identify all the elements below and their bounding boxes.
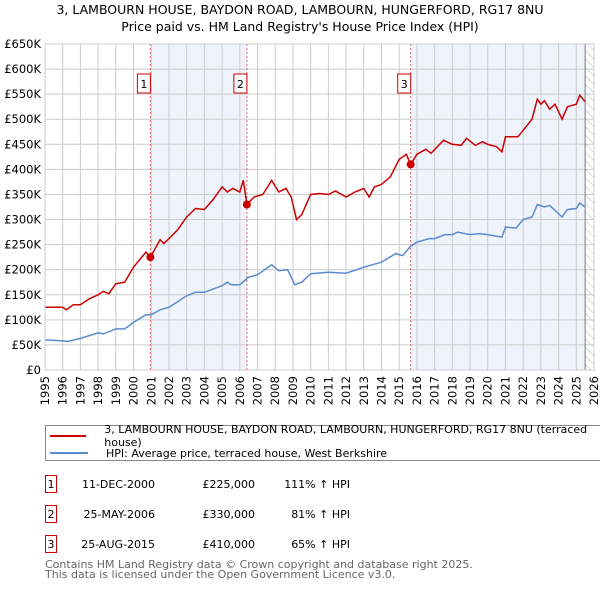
forecast-hatch: [585, 44, 594, 370]
transaction-price: £410,000: [202, 538, 256, 551]
price-chart: 1995 1996 1997 1998 1999 2000 2001 2002 2003 2004…: [4, 37, 600, 405]
y-tick-label: £100K: [4, 313, 41, 327]
shaded-period: [410, 44, 586, 370]
sale-label-box: [397, 73, 412, 94]
x-tick-label: 1997: [73, 376, 87, 405]
x-tick-label: 2000: [127, 376, 141, 405]
y-tick-label: £350K: [4, 187, 41, 201]
hpi-line: [44, 201, 586, 343]
transaction-hpi-diff: 81% ↑ HPI: [291, 508, 350, 521]
transaction-row: 3 25-AUG-2015 £410,000 65% ↑ HPI: [45, 535, 445, 555]
x-tick-label: 2021: [498, 376, 512, 405]
x-tick-label: 2026: [587, 376, 600, 405]
x-tick-label: 2018: [445, 376, 459, 405]
y-tick-label: £400K: [4, 162, 41, 176]
shaded-period: [150, 44, 247, 370]
transaction-hpi-diff: 65% ↑ HPI: [291, 538, 350, 551]
x-tick-label: 2023: [534, 376, 548, 405]
x-tick-label: 2016: [410, 376, 424, 405]
x-tick-label: 2024: [552, 376, 566, 405]
x-tick-label: 2022: [516, 376, 530, 405]
legend-item-hpi: HPI: Average price, terraced house, West…: [46, 445, 387, 461]
x-tick-label: 2012: [339, 376, 353, 405]
transaction-date: 25-MAY-2006: [83, 508, 155, 521]
x-tick-label: 2005: [215, 376, 229, 405]
sale-point: [146, 253, 155, 262]
y-tick-label: £550K: [4, 87, 41, 101]
y-tick-label: £150K: [4, 288, 41, 302]
transaction-number-badge: 1: [45, 475, 57, 493]
legend-swatch-hpi: [50, 452, 88, 454]
transaction-date: 11-DEC-2000: [81, 478, 155, 491]
x-tick-label: 2001: [144, 376, 158, 405]
transaction-number-badge: 3: [45, 535, 57, 553]
x-tick-label: 2004: [197, 376, 211, 405]
sale-label: 1: [140, 78, 147, 91]
sale-label-box: [136, 73, 151, 94]
x-tick-label: 2002: [162, 376, 176, 405]
transaction-number-badge: 2: [45, 505, 57, 523]
transaction-date: 25-AUG-2015: [81, 538, 155, 551]
footer-licence: This data is licensed under the Open Gov…: [45, 568, 396, 581]
y-tick-label: £500K: [4, 112, 41, 126]
x-tick-label: 2009: [286, 376, 300, 405]
x-tick-label: 2014: [374, 376, 388, 405]
legend-label-hpi: HPI: Average price, terraced house, West…: [106, 446, 388, 460]
y-tick-label: £600K: [4, 62, 41, 76]
footer-copyright: Contains HM Land Registry data © Crown c…: [45, 558, 473, 571]
sale-point: [242, 200, 251, 209]
x-tick-label: 2019: [463, 376, 477, 405]
legend: 3, LAMBOURN HOUSE, BAYDON ROAD, LAMBOURN…: [45, 423, 600, 461]
sale-label: 2: [237, 78, 244, 91]
sale-label-box: [233, 73, 248, 94]
y-tick-label: £300K: [4, 213, 41, 227]
x-tick-label: 2020: [481, 376, 495, 405]
chart-subtitle: Price paid vs. HM Land Registry's House …: [121, 19, 479, 34]
y-tick-label: £250K: [4, 238, 41, 252]
x-tick-label: 2015: [392, 376, 406, 405]
x-tick-label: 2007: [251, 376, 265, 405]
legend-swatch-property: [50, 435, 87, 437]
sale-point: [406, 160, 415, 169]
x-tick-label: 2003: [180, 376, 194, 405]
x-tick-label: 2011: [321, 376, 335, 405]
transaction-hpi-diff: 111% ↑ HPI: [284, 478, 350, 491]
sale-label: 3: [401, 78, 408, 91]
transaction-price: £330,000: [202, 508, 256, 521]
plot-frame: [44, 43, 595, 371]
x-tick-label: 1996: [56, 376, 70, 405]
x-tick-label: 1999: [109, 376, 123, 405]
y-tick-label: £650K: [4, 37, 41, 51]
legend-label-property: 3, LAMBOURN HOUSE, BAYDON ROAD, LAMBOURN…: [104, 423, 588, 449]
y-tick-label: £0: [26, 363, 41, 377]
x-tick-label: 2010: [304, 376, 318, 405]
y-tick-label: £50K: [12, 338, 42, 352]
x-tick-label: 2013: [357, 376, 371, 405]
x-tick-label: 1998: [91, 376, 105, 405]
x-tick-label: 2025: [569, 376, 583, 405]
transaction-row: 1 11-DEC-2000 £225,000 111% ↑ HPI: [45, 475, 445, 495]
y-tick-label: £200K: [4, 263, 41, 277]
x-tick-label: 2006: [233, 376, 247, 405]
transaction-price: £225,000: [202, 478, 256, 491]
x-tick-label: 1995: [38, 376, 52, 405]
chart-title: 3, LAMBOURN HOUSE, BAYDON ROAD, LAMBOURN…: [56, 2, 544, 17]
x-tick-label: 2017: [428, 376, 442, 405]
y-tick-label: £450K: [4, 137, 41, 151]
legend-item-property: 3, LAMBOURN HOUSE, BAYDON ROAD, LAMBOURN…: [46, 423, 600, 449]
transaction-row: 2 25-MAY-2006 £330,000 81% ↑ HPI: [45, 505, 445, 525]
x-tick-label: 2008: [268, 376, 282, 405]
